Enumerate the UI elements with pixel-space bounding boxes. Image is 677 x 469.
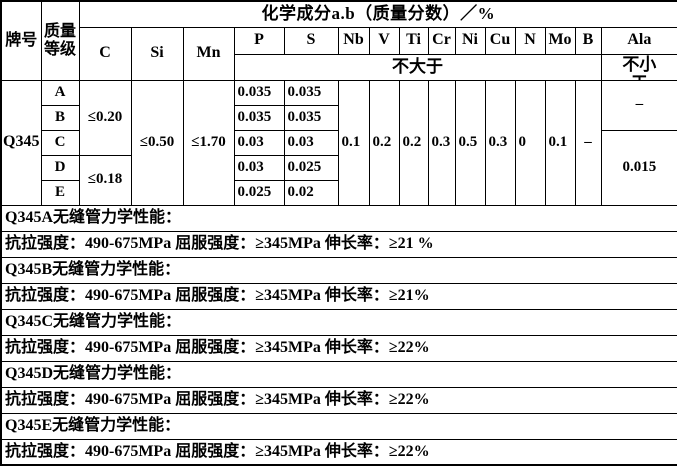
grade-cell-D: D <box>40 154 80 181</box>
col-header-P: P <box>233 26 285 55</box>
col-header-Ti: Ti <box>398 26 429 55</box>
mech-title-C: Q345C无缝管力学性能： <box>0 308 677 336</box>
mech-detail-row-C: 抗拉强度：490-675MPa 屈服强度：≥345MPa 伸长率：≥22% <box>0 334 677 362</box>
mech-detail-row-E: 抗拉强度：490-675MPa 屈服强度：≥345MPa 伸长率：≥22% <box>0 438 677 466</box>
cell-Ti: 0.2 <box>398 79 429 206</box>
cell-Nb: 0.1 <box>337 79 370 206</box>
col-header-Si: Si <box>130 26 184 81</box>
grade-cell-B: B <box>40 104 80 131</box>
mech-title-A: Q345A无缝管力学性能： <box>0 204 677 232</box>
col-header-Ala: Ala <box>600 26 677 55</box>
grade-cell-C: C <box>40 129 80 156</box>
header-row-2: C Si Mn P S Nb V Ti Cr Ni Cu N Mo B Ala <box>1 26 677 81</box>
mech-title-B: Q345B无缝管力学性能： <box>0 256 677 284</box>
cell-P-E: 0.025 <box>233 179 285 206</box>
col-header-Mo: Mo <box>544 26 576 55</box>
cell-Ala-AB: – <box>600 79 677 131</box>
col-header-Ni: Ni <box>454 26 486 55</box>
mech-detail-C: 抗拉强度：490-675MPa 屈服强度：≥345MPa 伸长率：≥22% <box>0 334 677 362</box>
cell-Cu: 0.3 <box>484 79 516 206</box>
mech-title-E: Q345E无缝管力学性能： <box>0 412 677 440</box>
grade-cell-A: A <box>40 79 80 106</box>
composition-header: 化学成分a.b（质量分数）／% <box>78 0 677 28</box>
grade-column-header-label: 质量等级 <box>43 22 76 58</box>
limit-max-label: 不大于 <box>233 53 602 81</box>
cell-V: 0.2 <box>368 79 400 206</box>
mech-detail-E: 抗拉强度：490-675MPa 屈服强度：≥345MPa 伸长率：≥22% <box>0 438 677 466</box>
data-row-E: E 0.025 0.02 <box>1 179 677 206</box>
col-header-Cu: Cu <box>484 26 516 55</box>
mech-detail-B: 抗拉强度：490-675MPa 屈服强度：≥345MPa 伸长率：≥21% <box>0 282 677 310</box>
brand-column-header: 牌号 <box>0 0 42 81</box>
cell-P-A: 0.035 <box>233 79 285 106</box>
mech-title-row-B: Q345B无缝管力学性能： <box>0 256 677 284</box>
cell-S-A: 0.035 <box>283 79 339 106</box>
data-row-B: B 0.035 0.035 <box>1 104 677 131</box>
col-header-Nb: Nb <box>337 26 370 55</box>
mech-title-row-A: Q345A无缝管力学性能： <box>0 204 677 232</box>
cell-S-C: 0.03 <box>283 129 339 156</box>
mech-detail-row-B: 抗拉强度：490-675MPa 屈服强度：≥345MPa 伸长率：≥21% <box>0 282 677 310</box>
mech-detail-row-A: 抗拉强度：490-675MPa 屈服强度：≥345MPa 伸长率：≥21 % <box>0 230 677 258</box>
mech-detail-A: 抗拉强度：490-675MPa 屈服强度：≥345MPa 伸长率：≥21 % <box>0 230 677 258</box>
cell-N: 0 <box>514 79 546 206</box>
cell-P-C: 0.03 <box>233 129 285 156</box>
cell-Mo: 0.1 <box>544 79 576 206</box>
grade-column-header: 质量等级 <box>40 0 80 81</box>
mech-title-row-E: Q345E无缝管力学性能： <box>0 412 677 440</box>
cell-Cr: 0.3 <box>427 79 456 206</box>
mech-title-D: Q345D无缝管力学性能： <box>0 360 677 388</box>
mech-title-row-C: Q345C无缝管力学性能： <box>0 308 677 336</box>
mech-detail-row-D: 抗拉强度：490-675MPa 屈服强度：≥345MPa 伸长率：≥22% <box>0 386 677 414</box>
col-header-C: C <box>78 26 132 81</box>
limit-min-cell: 不小于 <box>600 53 677 81</box>
cell-S-E: 0.02 <box>283 179 339 206</box>
cell-Mn: ≤1.70 <box>182 79 235 206</box>
cell-B: – <box>574 79 602 206</box>
col-header-N: N <box>514 26 546 55</box>
cell-S-D: 0.025 <box>283 154 339 181</box>
cell-Ala-CDE: 0.015 <box>600 129 677 206</box>
limit-min-label: 不小于 <box>622 54 657 79</box>
mech-detail-D: 抗拉强度：490-675MPa 屈服强度：≥345MPa 伸长率：≥22% <box>0 386 677 414</box>
brand-cell: Q345 <box>0 79 42 206</box>
grade-cell-E: E <box>40 179 80 206</box>
cell-P-B: 0.035 <box>233 104 285 131</box>
col-header-B: B <box>574 26 602 55</box>
col-header-V: V <box>368 26 400 55</box>
data-row-A: Q345 A ≤0.20 ≤0.50 ≤1.70 0.035 0.035 0.1… <box>0 79 677 206</box>
col-header-Mn: Mn <box>182 26 235 81</box>
cell-Ni: 0.5 <box>454 79 486 206</box>
data-row-D: D ≤0.18 0.03 0.025 <box>1 154 677 206</box>
header-row-1: 牌号 质量等级 化学成分a.b（质量分数）／% <box>0 0 677 81</box>
cell-C-ABC: ≤0.20 <box>78 79 132 156</box>
cell-C-DE: ≤0.18 <box>78 154 132 206</box>
mech-title-row-D: Q345D无缝管力学性能： <box>0 360 677 388</box>
data-row-C: C 0.03 0.03 0.015 <box>1 129 677 206</box>
cell-P-D: 0.03 <box>233 154 285 181</box>
cell-Si: ≤0.50 <box>130 79 184 206</box>
cell-S-B: 0.035 <box>283 104 339 131</box>
col-header-S: S <box>283 26 339 55</box>
col-header-Cr: Cr <box>427 26 456 55</box>
